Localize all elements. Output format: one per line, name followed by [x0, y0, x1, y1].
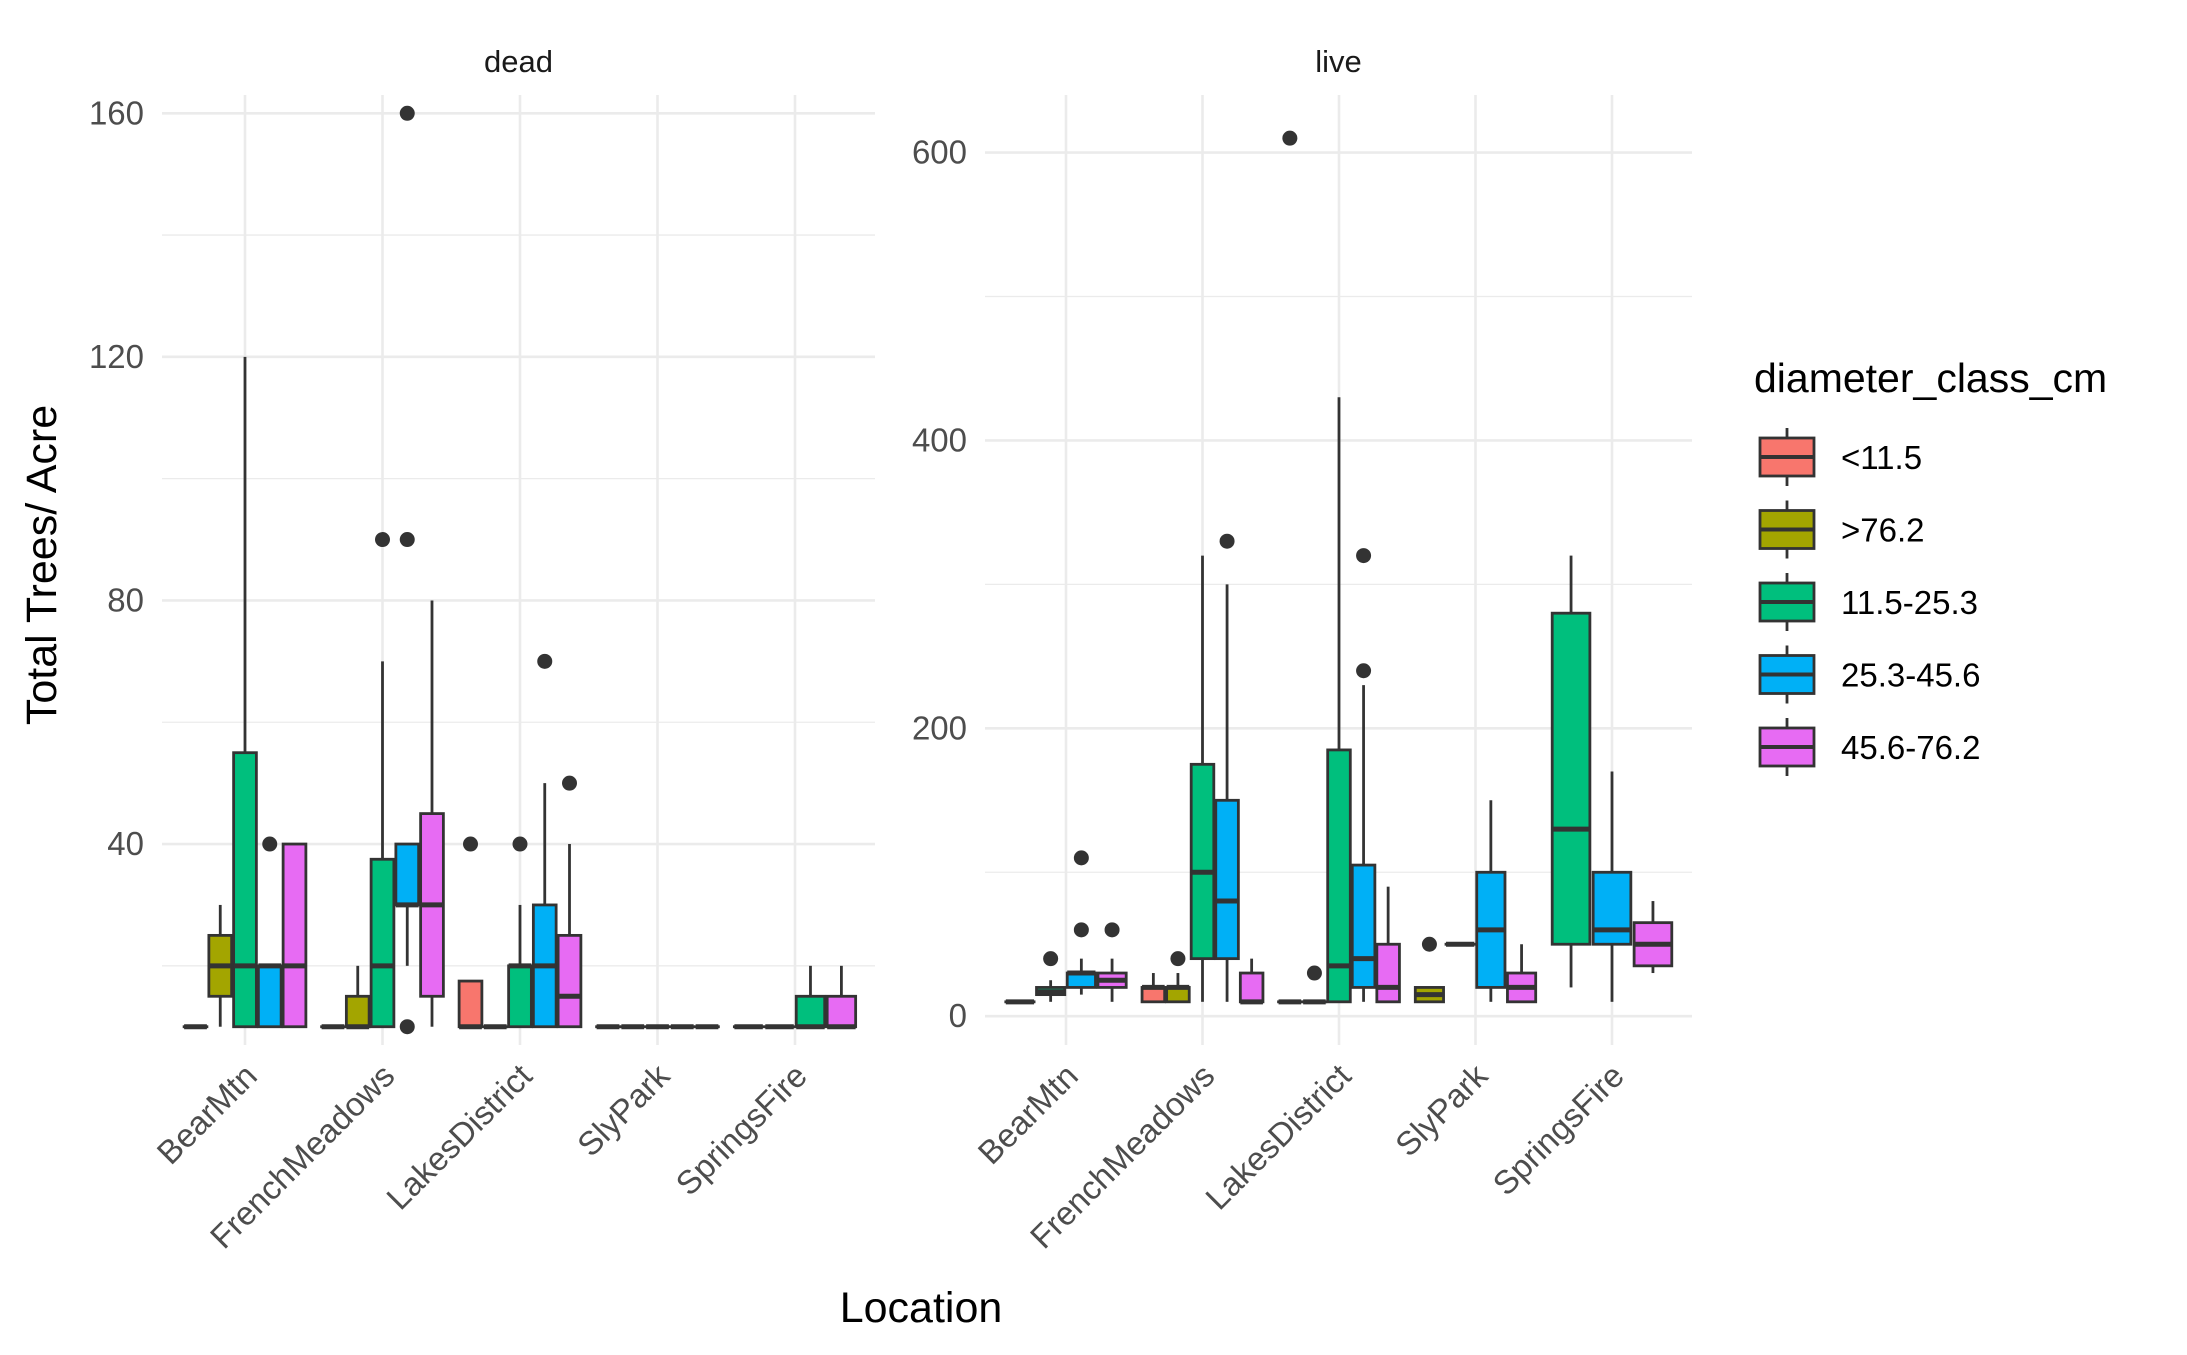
outlier-point: [537, 654, 552, 669]
outlier-point: [400, 106, 415, 121]
outlier-point: [400, 532, 415, 547]
box-body: [558, 935, 581, 1026]
outlier-point: [463, 837, 478, 852]
box-body: [1191, 764, 1214, 958]
legend-label: 25.3-45.6: [1841, 657, 1980, 694]
y-tick-label: 120: [89, 338, 144, 375]
outlier-point: [1307, 966, 1322, 981]
box-body: [1593, 872, 1631, 944]
box-body: [1216, 800, 1239, 958]
outlier-point: [1422, 937, 1437, 952]
box-body: [396, 844, 419, 905]
y-tick-label: 40: [107, 825, 144, 862]
box-body: [459, 981, 482, 1027]
outlier-point: [562, 776, 577, 791]
outlier-point: [1074, 922, 1089, 937]
outlier-point: [375, 532, 390, 547]
legend-title: diameter_class_cm: [1754, 355, 2107, 401]
box-springsfire-11-5-25-3: [1552, 556, 1590, 988]
outlier-point: [400, 1019, 415, 1034]
y-tick-label: 80: [107, 581, 144, 618]
outlier-point: [1220, 534, 1235, 549]
outlier-point: [1170, 951, 1185, 966]
box-bearmtn-45-6-76-2: [283, 844, 306, 1027]
box-body: [1377, 944, 1400, 1002]
outlier-point: [1356, 663, 1371, 678]
y-tick-label: 200: [912, 709, 967, 746]
y-tick-label: 400: [912, 421, 967, 458]
box-body: [509, 966, 532, 1027]
box-body: [1352, 865, 1375, 987]
box-body: [796, 996, 824, 1026]
box-body: [827, 996, 855, 1026]
box-body: [371, 859, 394, 1026]
y-tick-label: 160: [89, 94, 144, 131]
outlier-point: [1074, 850, 1089, 865]
box-body: [1240, 973, 1263, 1002]
y-axis-title: Total Trees/ Acre: [18, 405, 66, 725]
box-body: [346, 996, 369, 1026]
box-body: [1552, 613, 1590, 944]
y-tick-label: 0: [949, 997, 967, 1034]
box-body: [234, 753, 257, 1027]
legend-label: >76.2: [1841, 512, 1925, 549]
box-body: [258, 966, 281, 1027]
legend-label: 45.6-76.2: [1841, 729, 1980, 766]
outlier-point: [1043, 951, 1058, 966]
outlier-point: [513, 837, 528, 852]
strip-label-dead: dead: [484, 44, 553, 79]
legend-label: 11.5-25.3: [1841, 584, 1978, 621]
outlier-point: [262, 837, 277, 852]
legend-label: <11.5: [1841, 439, 1922, 476]
y-tick-label: 600: [912, 134, 967, 171]
strip-label-live: live: [1315, 44, 1362, 79]
box-body: [283, 844, 306, 1027]
outlier-point: [1356, 548, 1371, 563]
outlier-point: [1282, 131, 1297, 146]
x-axis-title: Location: [840, 1284, 1003, 1332]
outlier-point: [1105, 922, 1120, 937]
